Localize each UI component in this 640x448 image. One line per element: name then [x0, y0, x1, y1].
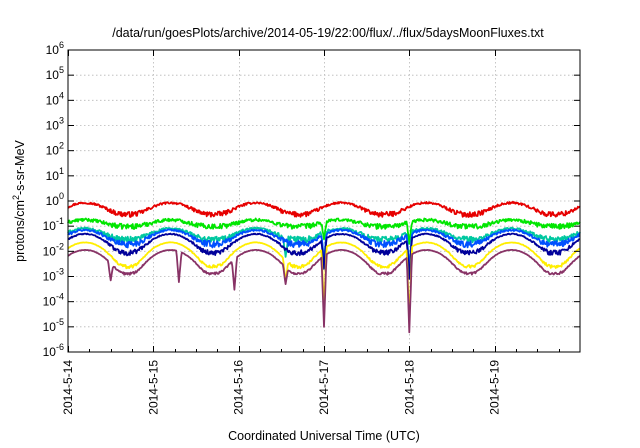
series-line: [67, 232, 581, 280]
y-tick-label: 102: [46, 141, 64, 158]
y-tick-label: 10-4: [43, 292, 64, 309]
chart-title: /data/run/goesPlots/archive/2014-05-19/2…: [112, 26, 544, 40]
x-tick-label: 2014-5-14: [61, 360, 75, 415]
y-tick-label: 104: [46, 90, 64, 107]
y-tick-label: 100: [46, 191, 64, 208]
series-line: [67, 217, 581, 245]
x-axis-label: Coordinated Universal Time (UTC): [228, 429, 420, 443]
x-axis: 2014-5-14 2014-5-15 2014-5-16 2014-5-17 2014…: [61, 50, 560, 415]
y-tick-label: 105: [46, 65, 64, 82]
series-group: [67, 200, 581, 334]
series-line: [67, 200, 581, 218]
x-tick-label: 2014-5-19: [488, 360, 502, 415]
y-axis: 10-6 10-5 10-4 10-3 10-2 10-1 100 101 102 103 104 1…: [43, 40, 580, 359]
y-tick-label: 10-1: [43, 216, 64, 233]
x-tick-label: 2014-5-18: [402, 360, 416, 415]
y-tick-label: 101: [46, 166, 64, 183]
x-tick-label: 2014-5-16: [232, 360, 246, 415]
series-line: [67, 248, 581, 334]
y-tick-label: 106: [46, 40, 64, 57]
y-tick-label: 103: [46, 116, 64, 133]
y-tick-label: 10-3: [43, 267, 64, 284]
y-axis-label: protons/cm2-s-sr-MeV: [11, 139, 27, 261]
x-tick-label: 2014-5-17: [317, 360, 331, 415]
y-tick-label: 10-6: [43, 342, 64, 359]
y-tick-label: 10-5: [43, 317, 64, 334]
y-tick-label: 10-2: [43, 241, 64, 258]
x-tick-label: 2014-5-15: [146, 360, 160, 415]
